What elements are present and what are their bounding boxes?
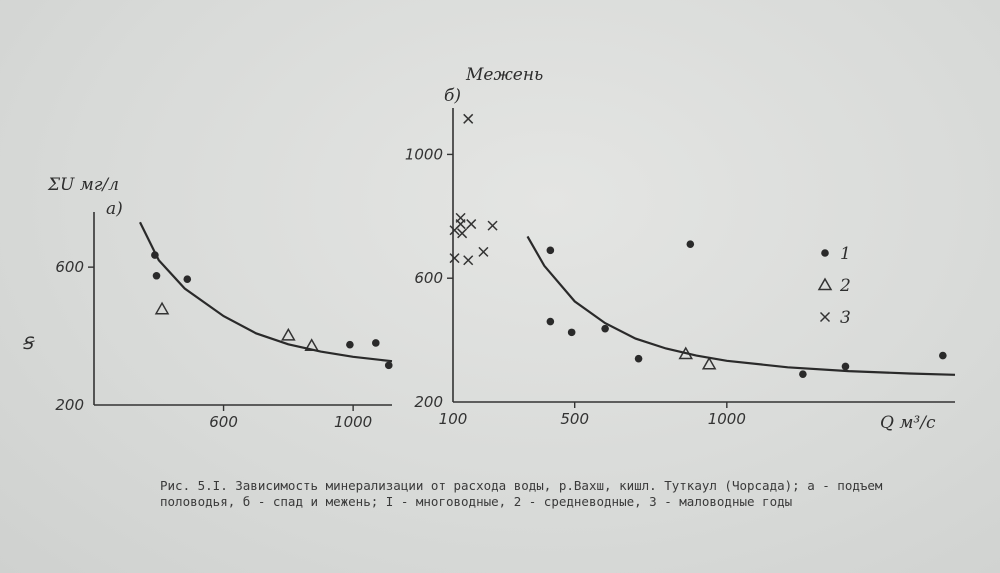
point-series-1: [634, 354, 643, 363]
point-series-1: [939, 351, 947, 360]
point-series-1: [183, 275, 192, 284]
y-tick-label: 600: [55, 258, 84, 276]
panel-b-label: б): [444, 86, 461, 106]
figure-caption: Рис. 5.I. Зависимость минерализации от р…: [160, 478, 883, 509]
point-series-3: [463, 255, 474, 266]
legend-marker-1: [821, 249, 829, 257]
point-series-2: [154, 301, 170, 315]
panel-b: Межень б) Q м³/с 200 600 1000 100 500 1000: [405, 65, 956, 433]
panel-a: ΣU мг/л а) Ꞩ 200 600 600 1000: [22, 175, 393, 431]
y-tick-label: 200: [55, 396, 84, 414]
point-series-3: [457, 228, 468, 239]
panel-b-xlabel: Q м³/с: [880, 413, 936, 433]
point-series-1: [546, 317, 555, 326]
legend: 1 2 3: [817, 244, 851, 328]
x-tick-label: 1000: [334, 413, 372, 431]
point-series-3: [487, 220, 498, 231]
legend-label: 3: [840, 308, 851, 328]
point-series-1: [346, 340, 354, 349]
panel-b-title: Межень: [465, 65, 543, 85]
point-series-1: [546, 246, 555, 255]
legend-label: 1: [840, 244, 851, 264]
point-series-3: [455, 212, 466, 223]
y-tick-label: 200: [414, 393, 443, 411]
point-series-3: [463, 113, 474, 124]
x-tick-label: 500: [560, 410, 589, 428]
point-series-3: [466, 219, 477, 230]
point-series-1: [384, 361, 393, 370]
point-series-3: [449, 253, 460, 264]
x-tick-label: 1000: [708, 410, 746, 428]
legend-label: 2: [839, 276, 851, 296]
point-series-1: [601, 324, 609, 333]
point-series-1: [686, 240, 695, 248]
x-tick-label: 100: [439, 410, 468, 428]
legend-marker-2: [817, 277, 833, 291]
fit-curve: [526, 235, 956, 376]
point-series-1: [567, 328, 576, 337]
panel-a-ylabel: ΣU мг/л: [47, 175, 119, 195]
point-series-1: [372, 339, 380, 347]
point-series-3: [478, 246, 489, 257]
x-tick-label: 600: [209, 413, 238, 431]
fit-curve: [139, 221, 393, 363]
point-series-1: [841, 362, 850, 371]
margin-mark: Ꞩ: [22, 334, 35, 354]
panel-a-label: а): [106, 199, 123, 219]
legend-marker-3: [819, 311, 831, 323]
point-series-2: [701, 356, 717, 370]
point-series-1: [799, 370, 807, 378]
point-series-1: [152, 271, 161, 280]
y-tick-label: 600: [414, 269, 443, 287]
point-series-2: [281, 327, 296, 341]
y-tick-label: 1000: [405, 145, 443, 163]
